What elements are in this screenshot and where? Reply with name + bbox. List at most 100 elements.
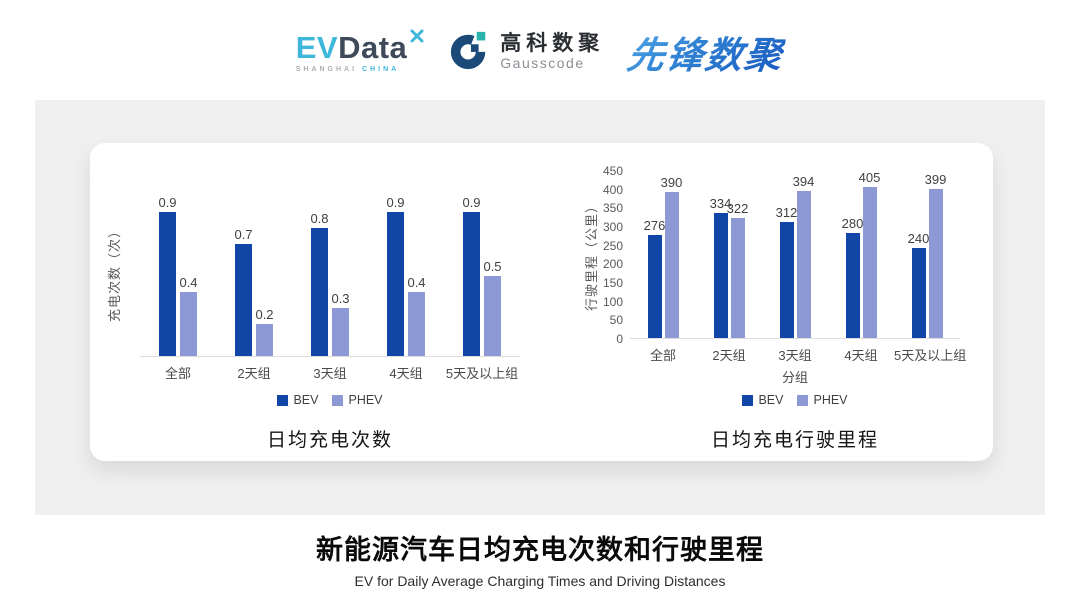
category-label: 2天组 — [237, 366, 271, 381]
bar-wrap: 322 — [727, 202, 748, 338]
legend-swatch-icon — [277, 394, 289, 406]
y-axis-label: 充电次数（次） — [107, 224, 122, 323]
y-tick-label: 150 — [602, 276, 623, 290]
bar-value-label: 0.5 — [483, 259, 502, 274]
bar-value-label: 0.9 — [158, 195, 177, 210]
bar-value-label: 0.4 — [407, 275, 426, 290]
bar-bev — [911, 248, 926, 338]
bar-value-label: 0.8 — [310, 211, 329, 226]
bar-phev — [664, 192, 679, 338]
bar-wrap: 240 — [908, 232, 929, 338]
bar-wrap: 0.2 — [255, 307, 274, 356]
bar-group: 0.9 0.5 — [444, 189, 520, 356]
evdata-china-text: CHINA — [362, 65, 400, 73]
category-label: 4天组 — [844, 348, 878, 363]
bar-group: 0.9 0.4 — [368, 189, 444, 356]
bar-bev — [845, 233, 860, 338]
y-tick-label: 450 — [602, 164, 623, 178]
bar-group: 0.7 0.2 — [216, 189, 292, 356]
main-subtitle: EV for Daily Average Charging Times and … — [354, 573, 726, 589]
bar-value-label: 0.9 — [462, 195, 481, 210]
bar-wrap: 0.5 — [483, 259, 502, 356]
legend-label: PHEV — [348, 393, 383, 407]
bar-group: 334 322 — [696, 171, 762, 338]
bar-wrap: 390 — [661, 176, 682, 338]
bar-wrap: 399 — [925, 173, 946, 338]
y-axis-ticks: 0 50 100 150 200 250 300 350 400 450 — [580, 164, 623, 346]
category-label: 2天组 — [712, 348, 746, 363]
x-axis-label: 分组 — [781, 370, 808, 385]
chart-daily-driving-distance: 行驶里程（公里） 0 50 100 150 200 250 300 350 400 450 276… — [580, 143, 980, 461]
bar-group: 240 399 — [894, 171, 960, 338]
legend-swatch-icon — [742, 394, 754, 406]
bar-value-label: 0.3 — [331, 291, 350, 306]
bar-value-label: 399 — [924, 172, 947, 187]
bar-value-label: 334 — [709, 196, 732, 211]
bar-value-label: 0.2 — [255, 307, 274, 322]
bar-value-label: 0.7 — [234, 227, 253, 242]
category-label: 5天及以上组 — [445, 366, 519, 381]
main-title: 新能源汽车日均充电次数和行驶里程 — [316, 535, 764, 565]
footer: 新能源汽车日均充电次数和行驶里程 EV for Daily Average Ch… — [0, 528, 1080, 589]
bar-value-label: 322 — [726, 201, 749, 216]
bar-value-label: 0.4 — [179, 275, 198, 290]
category-label: 全部 — [649, 348, 676, 363]
legend-item-bev: BEV — [277, 393, 318, 407]
logo-header: EV Data SHANGHAI CHINA — [0, 16, 1080, 88]
legend: BEV PHEV — [140, 393, 520, 407]
chart-card: 充电次数（次） 0.9 0.4 0.7 0.2 0.8 0.3 0.9 0.4 0.9 0.5 全… — [90, 143, 993, 461]
legend-item-bev: BEV — [742, 393, 783, 407]
bar-value-label: 312 — [775, 205, 798, 220]
bar-value-label: 0.9 — [386, 195, 405, 210]
bar-bev — [647, 235, 662, 338]
bar-bev — [159, 212, 176, 356]
category-label: 4天组 — [389, 366, 423, 381]
gausscode-english-name: Gausscode — [500, 55, 585, 72]
bar-group: 0.9 0.4 — [140, 189, 216, 356]
bar-phev — [796, 191, 811, 338]
gausscode-wordmark: 高科数聚 Gausscode — [500, 32, 604, 71]
bar-wrap: 312 — [776, 206, 797, 338]
category-label: 3天组 — [778, 348, 812, 363]
bar-phev — [256, 324, 273, 356]
y-tick-label: 250 — [602, 238, 623, 253]
bar-wrap: 280 — [842, 217, 863, 338]
bar-phev — [862, 187, 877, 338]
evdata-subtitle: SHANGHAI CHINA — [296, 66, 399, 73]
bar-value-label: 276 — [643, 218, 666, 233]
bar-value-label: 394 — [792, 174, 815, 189]
bar-value-label: 405 — [858, 170, 881, 185]
bar-bev — [463, 212, 480, 356]
gray-backdrop-card: 充电次数（次） 0.9 0.4 0.7 0.2 0.8 0.3 0.9 0.4 0.9 0.5 全… — [35, 100, 1045, 515]
y-tick-label: 350 — [602, 201, 623, 216]
bar-wrap: 405 — [859, 171, 880, 338]
evdata-wordmark: EV Data — [296, 29, 426, 63]
chart-daily-charging-times: 充电次数（次） 0.9 0.4 0.7 0.2 0.8 0.3 0.9 0.4 0.9 0.5 全… — [100, 143, 560, 461]
category-label: 全部 — [164, 366, 191, 381]
gausscode-chinese-name: 高科数聚 — [500, 32, 605, 56]
bar-wrap: 0.4 — [179, 275, 198, 356]
bar-bev — [387, 212, 404, 356]
bar-wrap: 0.7 — [234, 227, 253, 356]
legend-swatch-icon — [797, 394, 809, 406]
x-axis-categories: 全部 2天组 3天组 4天组 5天及以上组 — [140, 363, 520, 382]
evdata-x-mark-icon — [409, 28, 425, 48]
bar-group: 312 394 — [762, 171, 828, 338]
category-label: 5天及以上组 — [894, 348, 967, 363]
bar-wrap: 0.4 — [407, 275, 426, 356]
bar-bev — [713, 213, 728, 338]
gausscode-g-icon — [449, 29, 491, 76]
bar-value-label: 280 — [841, 216, 864, 231]
evdata-shanghai-text: SHANGHAI — [295, 65, 358, 73]
bar-group: 0.8 0.3 — [292, 189, 368, 356]
legend-item-phev: PHEV — [332, 393, 383, 407]
bar-wrap: 0.8 — [310, 211, 329, 356]
evdata-logo: EV Data SHANGHAI CHINA — [296, 29, 426, 73]
bar-wrap: 276 — [644, 219, 665, 338]
bar-wrap: 0.9 — [386, 195, 405, 356]
category-label: 3天组 — [313, 366, 347, 381]
bar-bev — [235, 244, 252, 356]
bar-value-label: 240 — [907, 231, 930, 246]
legend-item-phev: PHEV — [797, 393, 848, 407]
